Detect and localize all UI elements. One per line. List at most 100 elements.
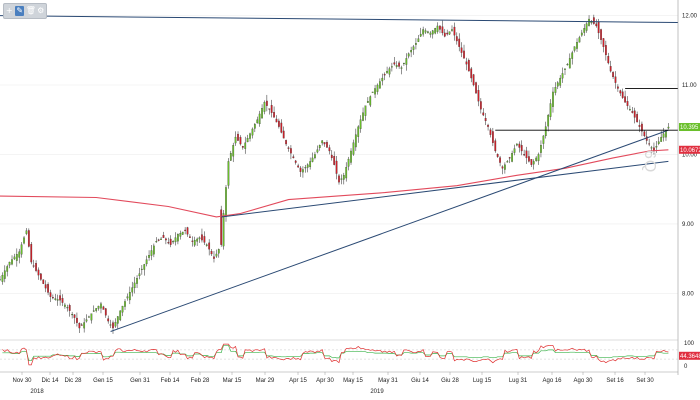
candle-body (458, 38, 461, 47)
candle-body (600, 29, 602, 40)
candle-body (49, 292, 52, 297)
candle-body (532, 161, 535, 165)
candle-body (220, 209, 223, 245)
candle-body (155, 241, 158, 243)
x-tick-label: May 15 (343, 378, 363, 384)
candle-body (371, 91, 374, 93)
candle-body (537, 154, 540, 162)
candle-body (547, 114, 550, 127)
candle-body (92, 310, 95, 312)
candle-body (316, 149, 319, 153)
candle-body (477, 90, 480, 102)
candle-body (554, 87, 557, 93)
candle-body (54, 298, 57, 300)
candle-body (160, 238, 162, 240)
candle-body (619, 90, 622, 94)
candle-body (102, 306, 105, 310)
candle-body (467, 60, 470, 72)
candle-body (518, 143, 521, 148)
candle-body (109, 324, 112, 326)
candle-body (244, 142, 247, 149)
candle-body (383, 74, 386, 76)
candle-body (660, 136, 663, 142)
pencil-icon[interactable]: ✎ (15, 6, 25, 16)
x-tick-label: Nov 30 (12, 378, 32, 384)
candle-body (157, 239, 160, 241)
x-tick-label: Apr 15 (289, 378, 307, 384)
candle-body (381, 77, 384, 82)
candle-body (607, 56, 610, 64)
candle-body (511, 153, 513, 162)
candle-body (657, 141, 660, 144)
candle-body (431, 30, 434, 35)
candle-body (273, 112, 275, 118)
candle-body (410, 50, 413, 53)
candle-body (189, 236, 191, 238)
x-tick-label: Lug 31 (509, 378, 528, 384)
candle-body (566, 64, 569, 66)
candle-body (576, 42, 578, 49)
candle-body (412, 46, 415, 50)
candle-body (198, 237, 201, 240)
osc-value-tag-bg (679, 351, 700, 360)
candle-body (249, 133, 251, 139)
candle-body (152, 245, 155, 255)
x-tick-label: Giu 28 (441, 378, 459, 384)
candle-body (186, 227, 189, 235)
candle-body (405, 58, 408, 65)
osc-value-tag: 44.3648 (680, 354, 700, 360)
candle-body (609, 66, 612, 72)
gear-icon[interactable]: ⚙ (37, 6, 45, 15)
candle-body (564, 68, 566, 70)
moving-average-line (0, 149, 669, 218)
candle-body (299, 167, 302, 172)
candle-body (597, 21, 600, 34)
candle-body (196, 238, 199, 242)
candle-body (150, 250, 153, 256)
candle-body (59, 295, 61, 301)
candle-body (148, 255, 150, 258)
candle-body (391, 66, 393, 68)
candle-body (311, 157, 314, 162)
candle-body (350, 150, 352, 163)
candle-body (614, 76, 617, 83)
candle-body (100, 303, 102, 309)
candle-body (251, 128, 254, 136)
drawing-toolbar: + ✎ 🗑 ⚙ (3, 3, 47, 19)
oscillator-signal-line (2, 344, 669, 362)
candle-body (15, 254, 18, 261)
candle-body (210, 251, 213, 255)
candle-body (571, 52, 574, 59)
x-tick-label: Dic 28 (64, 378, 82, 384)
candle-body (32, 265, 35, 267)
candle-body (470, 68, 473, 79)
candle-body (552, 91, 554, 107)
candle-body (23, 237, 25, 244)
candle-body (429, 32, 432, 35)
candle-body (234, 136, 237, 144)
candle-body (114, 322, 117, 327)
candle-body (253, 124, 256, 129)
add-icon[interactable]: + (5, 6, 13, 15)
candle-body (398, 62, 400, 67)
candle-body (636, 114, 639, 123)
candle-body (417, 38, 420, 42)
candle-body (167, 242, 170, 244)
y-axis: 8.00 9.00 10.00 11.00 12.00 (677, 0, 698, 375)
year-label: 2018 (30, 389, 44, 395)
candle-body (542, 135, 545, 144)
candle-body (535, 157, 538, 161)
candle-body (35, 263, 37, 271)
candle-body (460, 47, 463, 53)
x-tick-label: Set 16 (606, 378, 624, 384)
candle-body (374, 88, 376, 95)
trash-icon[interactable]: 🗑 (25, 6, 36, 15)
candle-body (239, 137, 242, 145)
candle-body (335, 160, 338, 174)
candle-body (641, 123, 643, 132)
candle-body (338, 175, 340, 183)
candle-body (145, 259, 148, 265)
candle-body (90, 313, 93, 321)
candle-body (455, 36, 458, 42)
candle-body (290, 148, 292, 154)
